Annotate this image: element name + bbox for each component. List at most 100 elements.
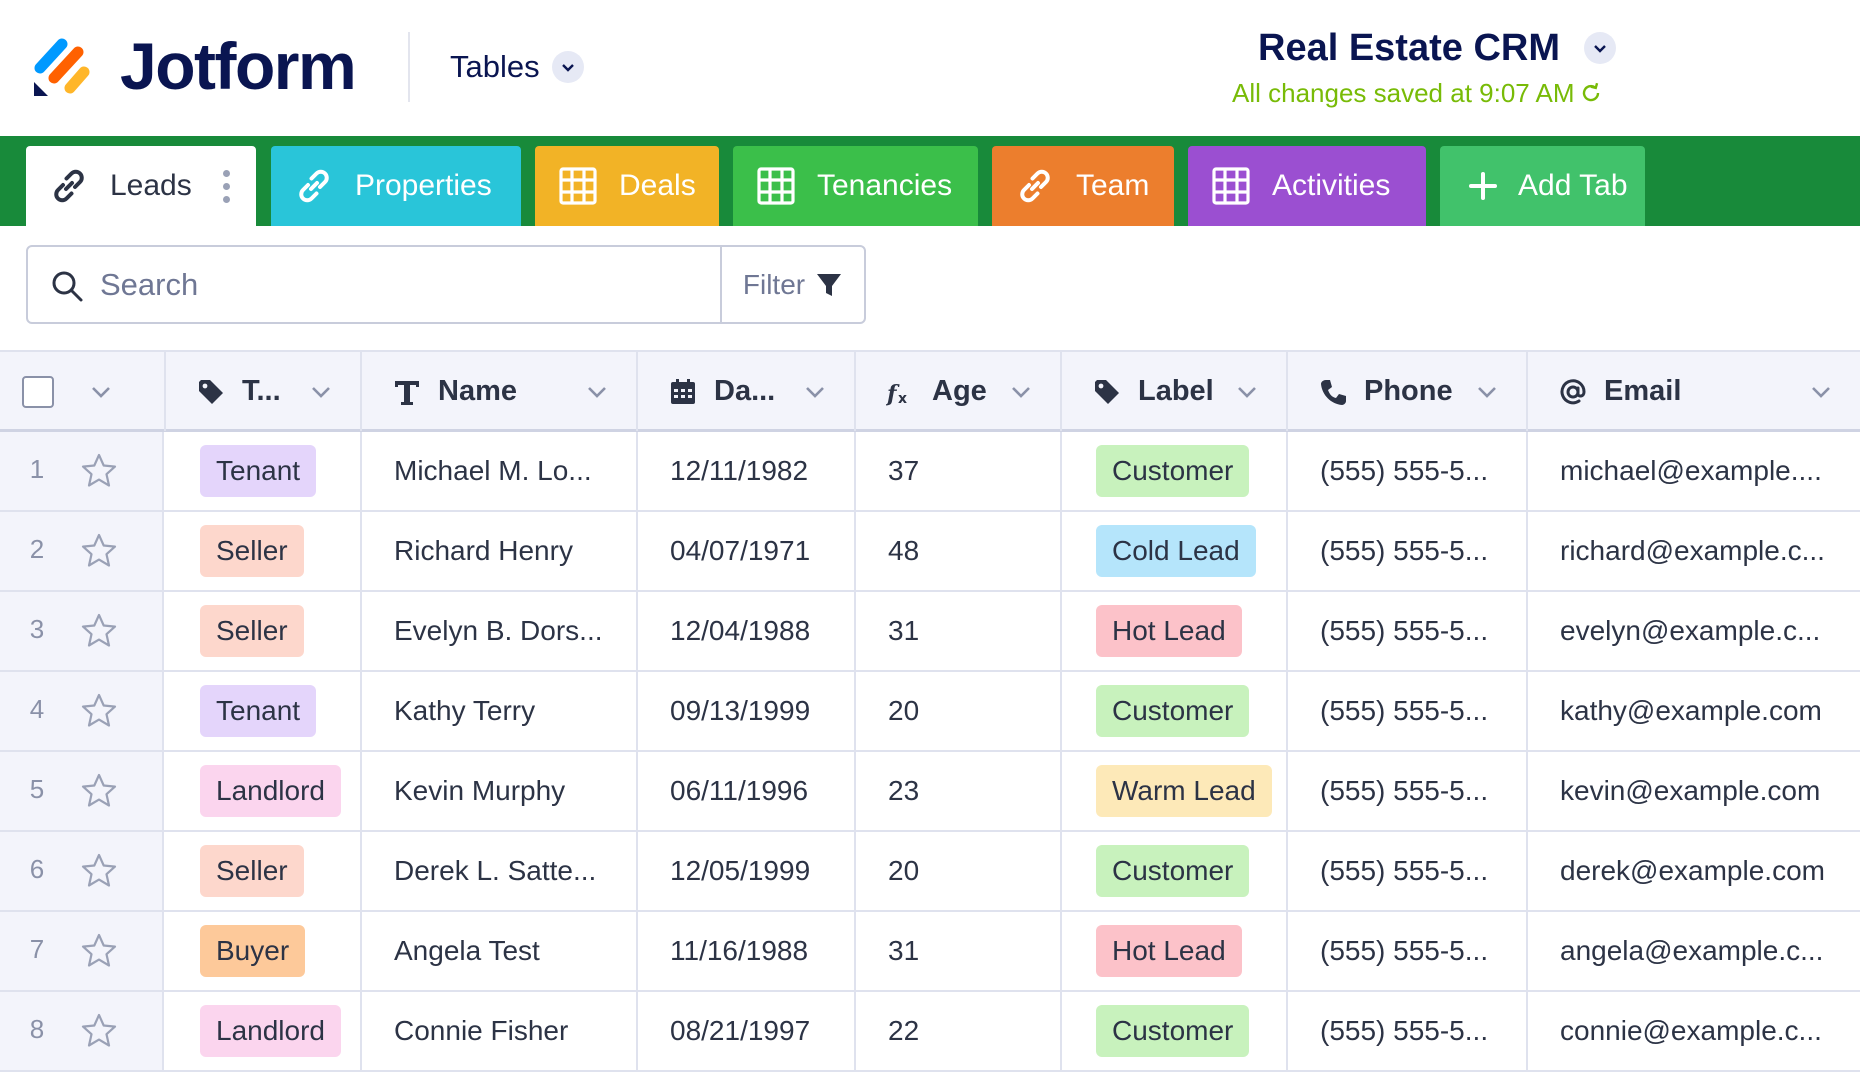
cell-name[interactable]: Derek L. Satte...: [362, 832, 638, 910]
cell-date[interactable]: 04/07/1971: [638, 512, 856, 590]
cell-type[interactable]: Tenant: [166, 672, 362, 750]
chevron-down-icon[interactable]: [90, 381, 112, 403]
cell-age[interactable]: 37: [856, 432, 1062, 510]
cell-email[interactable]: derek@example.com: [1528, 832, 1860, 910]
chevron-down-icon[interactable]: [1236, 381, 1258, 403]
cell-phone[interactable]: (555) 555-5...: [1288, 432, 1528, 510]
cell-label[interactable]: Warm Lead: [1062, 752, 1288, 830]
star-icon[interactable]: [80, 532, 118, 570]
cell-phone[interactable]: (555) 555-5...: [1288, 592, 1528, 670]
row-number-cell[interactable]: 8: [0, 992, 164, 1070]
cell-age[interactable]: 20: [856, 832, 1062, 910]
cell-date[interactable]: 08/21/1997: [638, 992, 856, 1070]
cell-phone[interactable]: (555) 555-5...: [1288, 832, 1528, 910]
cell-date[interactable]: 09/13/1999: [638, 672, 856, 750]
tab-team[interactable]: Team: [992, 146, 1174, 226]
tab-deals[interactable]: Deals: [535, 146, 719, 226]
row-number-cell[interactable]: 3: [0, 592, 164, 670]
star-icon[interactable]: [80, 772, 118, 810]
add-tab-button[interactable]: Add Tab: [1440, 146, 1645, 226]
cell-age[interactable]: 20: [856, 672, 1062, 750]
cell-label[interactable]: Customer: [1062, 832, 1288, 910]
cell-label[interactable]: Customer: [1062, 992, 1288, 1070]
chevron-down-icon[interactable]: [310, 381, 332, 403]
row-number-cell[interactable]: 2: [0, 512, 164, 590]
tab-properties[interactable]: Properties: [271, 146, 521, 226]
cell-type[interactable]: Tenant: [166, 432, 362, 510]
tables-menu[interactable]: Tables: [450, 46, 584, 88]
table-row[interactable]: 1 Tenant Michael M. Lo... 12/11/1982 37 Custo…: [0, 432, 1860, 512]
cell-date[interactable]: 12/04/1988: [638, 592, 856, 670]
cell-age[interactable]: 48: [856, 512, 1062, 590]
cell-date[interactable]: 11/16/1988: [638, 912, 856, 990]
title-chevron-down-icon[interactable]: [1584, 32, 1616, 64]
cell-age[interactable]: 23: [856, 752, 1062, 830]
star-icon[interactable]: [80, 612, 118, 650]
cell-type[interactable]: Landlord: [166, 752, 362, 830]
column-header-phone[interactable]: Phone: [1288, 352, 1528, 431]
cell-name[interactable]: Michael M. Lo...: [362, 432, 638, 510]
brand-name[interactable]: Jotform: [120, 29, 357, 103]
row-number-cell[interactable]: 6: [0, 832, 164, 910]
cell-phone[interactable]: (555) 555-5...: [1288, 992, 1528, 1070]
chevron-down-icon[interactable]: [1810, 381, 1832, 403]
star-icon[interactable]: [80, 1012, 118, 1050]
table-row[interactable]: 5 Landlord Kevin Murphy 06/11/1996 23 Warm Le…: [0, 752, 1860, 832]
cell-type[interactable]: Seller: [166, 592, 362, 670]
cell-age[interactable]: 31: [856, 912, 1062, 990]
cell-email[interactable]: evelyn@example.c...: [1528, 592, 1860, 670]
cell-type[interactable]: Landlord: [166, 992, 362, 1070]
chevron-down-icon[interactable]: [586, 381, 608, 403]
cell-email[interactable]: connie@example.c...: [1528, 992, 1860, 1070]
star-icon[interactable]: [80, 852, 118, 890]
cell-label[interactable]: Cold Lead: [1062, 512, 1288, 590]
cell-label[interactable]: Hot Lead: [1062, 592, 1288, 670]
table-row[interactable]: 2 Seller Richard Henry 04/07/1971 48 Cold Lea…: [0, 512, 1860, 592]
tab-tenancies[interactable]: Tenancies: [733, 146, 978, 226]
cell-date[interactable]: 06/11/1996: [638, 752, 856, 830]
cell-label[interactable]: Hot Lead: [1062, 912, 1288, 990]
chevron-down-icon[interactable]: [804, 381, 826, 403]
star-icon[interactable]: [80, 452, 118, 490]
row-number-cell[interactable]: 1: [0, 432, 164, 510]
cell-name[interactable]: Evelyn B. Dors...: [362, 592, 638, 670]
cell-type[interactable]: Seller: [166, 512, 362, 590]
jotform-logo[interactable]: [32, 34, 92, 98]
filter-button[interactable]: Filter: [720, 247, 864, 322]
chevron-down-icon[interactable]: [1010, 381, 1032, 403]
tab-leads[interactable]: Leads: [26, 146, 256, 226]
row-number-cell[interactable]: 7: [0, 912, 164, 990]
star-icon[interactable]: [80, 692, 118, 730]
cell-phone[interactable]: (555) 555-5...: [1288, 752, 1528, 830]
cell-name[interactable]: Connie Fisher: [362, 992, 638, 1070]
more-options-icon[interactable]: [222, 167, 232, 206]
cell-type[interactable]: Seller: [166, 832, 362, 910]
column-header-email[interactable]: Email: [1528, 352, 1860, 431]
cell-date[interactable]: 12/11/1982: [638, 432, 856, 510]
row-number-cell[interactable]: 5: [0, 752, 164, 830]
cell-label[interactable]: Customer: [1062, 432, 1288, 510]
cell-label[interactable]: Customer: [1062, 672, 1288, 750]
cell-name[interactable]: Richard Henry: [362, 512, 638, 590]
cell-name[interactable]: Kathy Terry: [362, 672, 638, 750]
table-row[interactable]: 4 Tenant Kathy Terry 09/13/1999 20 Customer (5…: [0, 672, 1860, 752]
chevron-down-icon[interactable]: [1476, 381, 1498, 403]
cell-email[interactable]: angela@example.c...: [1528, 912, 1860, 990]
table-row[interactable]: 7 Buyer Angela Test 11/16/1988 31 Hot Lead (55…: [0, 912, 1860, 992]
app-title[interactable]: Real Estate CRM: [1258, 27, 1560, 69]
table-row[interactable]: 3 Seller Evelyn B. Dors... 12/04/1988 31 Hot …: [0, 592, 1860, 672]
column-header-label[interactable]: Label: [1062, 352, 1288, 431]
cell-type[interactable]: Buyer: [166, 912, 362, 990]
cell-phone[interactable]: (555) 555-5...: [1288, 672, 1528, 750]
table-row[interactable]: 8 Landlord Connie Fisher 08/21/1997 22 Custom…: [0, 992, 1860, 1072]
cell-name[interactable]: Angela Test: [362, 912, 638, 990]
star-icon[interactable]: [80, 932, 118, 970]
cell-email[interactable]: michael@example....: [1528, 432, 1860, 510]
cell-date[interactable]: 12/05/1999: [638, 832, 856, 910]
table-row[interactable]: 6 Seller Derek L. Satte... 12/05/1999 20 Cust…: [0, 832, 1860, 912]
cell-name[interactable]: Kevin Murphy: [362, 752, 638, 830]
tab-activities[interactable]: Activities: [1188, 146, 1426, 226]
cell-email[interactable]: kevin@example.com: [1528, 752, 1860, 830]
column-header-type[interactable]: T...: [166, 352, 362, 431]
